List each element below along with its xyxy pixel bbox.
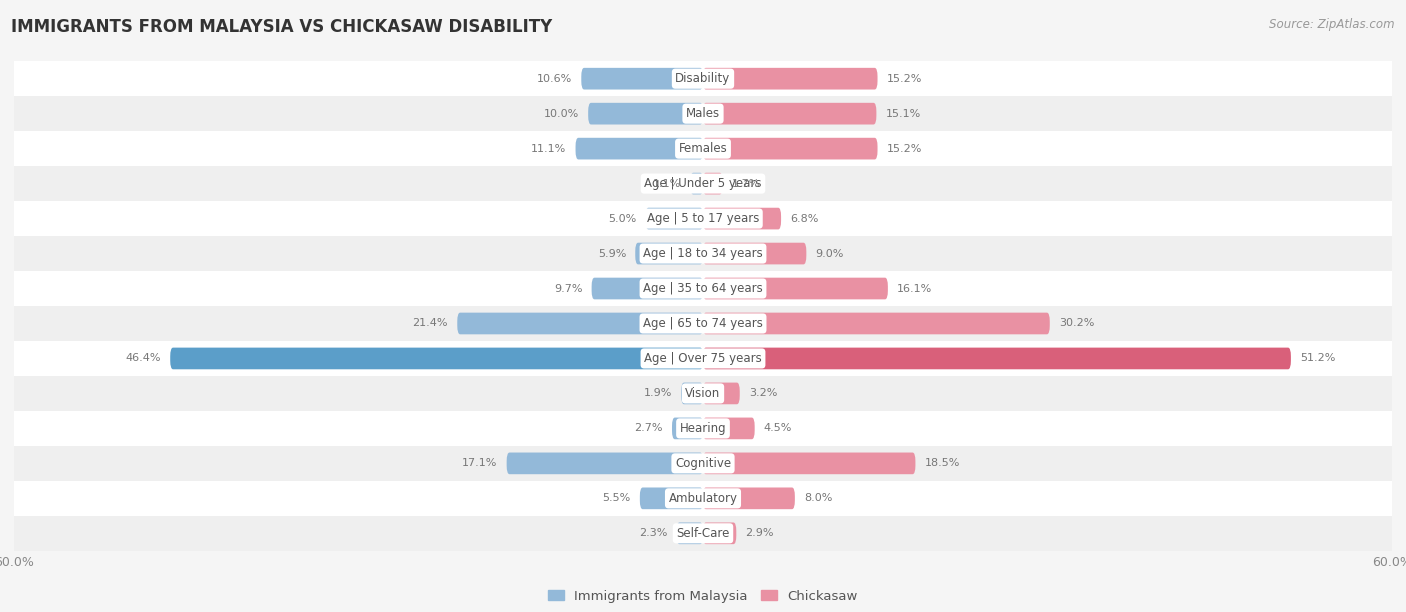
Text: 3.2%: 3.2% bbox=[749, 389, 778, 398]
FancyBboxPatch shape bbox=[703, 348, 1291, 369]
Text: 9.0%: 9.0% bbox=[815, 248, 844, 258]
FancyBboxPatch shape bbox=[672, 417, 703, 439]
Text: Males: Males bbox=[686, 107, 720, 120]
FancyBboxPatch shape bbox=[14, 376, 1392, 411]
FancyBboxPatch shape bbox=[581, 68, 703, 89]
Text: 2.9%: 2.9% bbox=[745, 528, 773, 539]
Text: 21.4%: 21.4% bbox=[412, 318, 449, 329]
Text: Vision: Vision bbox=[685, 387, 721, 400]
Text: 15.2%: 15.2% bbox=[887, 73, 922, 84]
Text: Ambulatory: Ambulatory bbox=[668, 492, 738, 505]
Text: 15.2%: 15.2% bbox=[887, 144, 922, 154]
FancyBboxPatch shape bbox=[14, 306, 1392, 341]
FancyBboxPatch shape bbox=[170, 348, 703, 369]
Text: Source: ZipAtlas.com: Source: ZipAtlas.com bbox=[1270, 18, 1395, 31]
Text: 17.1%: 17.1% bbox=[463, 458, 498, 468]
FancyBboxPatch shape bbox=[457, 313, 703, 334]
Text: Females: Females bbox=[679, 142, 727, 155]
FancyBboxPatch shape bbox=[676, 523, 703, 544]
FancyBboxPatch shape bbox=[703, 173, 723, 195]
Text: Age | 5 to 17 years: Age | 5 to 17 years bbox=[647, 212, 759, 225]
FancyBboxPatch shape bbox=[703, 103, 876, 124]
FancyBboxPatch shape bbox=[690, 173, 703, 195]
Text: 16.1%: 16.1% bbox=[897, 283, 932, 294]
Text: Self-Care: Self-Care bbox=[676, 527, 730, 540]
Text: 4.5%: 4.5% bbox=[763, 424, 792, 433]
Text: 5.9%: 5.9% bbox=[598, 248, 626, 258]
Text: Age | 18 to 34 years: Age | 18 to 34 years bbox=[643, 247, 763, 260]
Text: 10.0%: 10.0% bbox=[544, 109, 579, 119]
FancyBboxPatch shape bbox=[636, 243, 703, 264]
FancyBboxPatch shape bbox=[14, 411, 1392, 446]
FancyBboxPatch shape bbox=[703, 488, 794, 509]
FancyBboxPatch shape bbox=[14, 96, 1392, 131]
FancyBboxPatch shape bbox=[14, 446, 1392, 481]
FancyBboxPatch shape bbox=[14, 236, 1392, 271]
FancyBboxPatch shape bbox=[14, 61, 1392, 96]
FancyBboxPatch shape bbox=[703, 382, 740, 405]
FancyBboxPatch shape bbox=[14, 481, 1392, 516]
Text: Age | 65 to 74 years: Age | 65 to 74 years bbox=[643, 317, 763, 330]
Text: IMMIGRANTS FROM MALAYSIA VS CHICKASAW DISABILITY: IMMIGRANTS FROM MALAYSIA VS CHICKASAW DI… bbox=[11, 18, 553, 36]
FancyBboxPatch shape bbox=[14, 341, 1392, 376]
Text: 5.5%: 5.5% bbox=[602, 493, 631, 503]
Text: Age | Under 5 years: Age | Under 5 years bbox=[644, 177, 762, 190]
Text: Age | 35 to 64 years: Age | 35 to 64 years bbox=[643, 282, 763, 295]
FancyBboxPatch shape bbox=[703, 452, 915, 474]
Text: Disability: Disability bbox=[675, 72, 731, 85]
Text: 10.6%: 10.6% bbox=[537, 73, 572, 84]
FancyBboxPatch shape bbox=[640, 488, 703, 509]
Text: Hearing: Hearing bbox=[679, 422, 727, 435]
FancyBboxPatch shape bbox=[14, 201, 1392, 236]
FancyBboxPatch shape bbox=[703, 417, 755, 439]
Text: 46.4%: 46.4% bbox=[125, 354, 162, 364]
Text: 6.8%: 6.8% bbox=[790, 214, 818, 223]
Text: 11.1%: 11.1% bbox=[531, 144, 567, 154]
Text: 18.5%: 18.5% bbox=[925, 458, 960, 468]
Text: Age | Over 75 years: Age | Over 75 years bbox=[644, 352, 762, 365]
FancyBboxPatch shape bbox=[681, 382, 703, 405]
Text: 1.1%: 1.1% bbox=[652, 179, 681, 188]
FancyBboxPatch shape bbox=[14, 166, 1392, 201]
Text: 9.7%: 9.7% bbox=[554, 283, 582, 294]
FancyBboxPatch shape bbox=[703, 523, 737, 544]
Text: 2.7%: 2.7% bbox=[634, 424, 662, 433]
FancyBboxPatch shape bbox=[14, 271, 1392, 306]
Legend: Immigrants from Malaysia, Chickasaw: Immigrants from Malaysia, Chickasaw bbox=[543, 584, 863, 608]
FancyBboxPatch shape bbox=[703, 207, 782, 230]
Text: 15.1%: 15.1% bbox=[886, 109, 921, 119]
Text: 30.2%: 30.2% bbox=[1059, 318, 1094, 329]
Text: Cognitive: Cognitive bbox=[675, 457, 731, 470]
Text: 1.9%: 1.9% bbox=[644, 389, 672, 398]
FancyBboxPatch shape bbox=[703, 243, 807, 264]
FancyBboxPatch shape bbox=[703, 138, 877, 160]
Text: 1.7%: 1.7% bbox=[731, 179, 761, 188]
FancyBboxPatch shape bbox=[703, 278, 887, 299]
FancyBboxPatch shape bbox=[645, 207, 703, 230]
FancyBboxPatch shape bbox=[588, 103, 703, 124]
FancyBboxPatch shape bbox=[14, 516, 1392, 551]
FancyBboxPatch shape bbox=[703, 68, 877, 89]
Text: 51.2%: 51.2% bbox=[1301, 354, 1336, 364]
Text: 8.0%: 8.0% bbox=[804, 493, 832, 503]
FancyBboxPatch shape bbox=[575, 138, 703, 160]
FancyBboxPatch shape bbox=[506, 452, 703, 474]
FancyBboxPatch shape bbox=[703, 313, 1050, 334]
Text: 5.0%: 5.0% bbox=[609, 214, 637, 223]
Text: 2.3%: 2.3% bbox=[640, 528, 668, 539]
FancyBboxPatch shape bbox=[592, 278, 703, 299]
FancyBboxPatch shape bbox=[14, 131, 1392, 166]
